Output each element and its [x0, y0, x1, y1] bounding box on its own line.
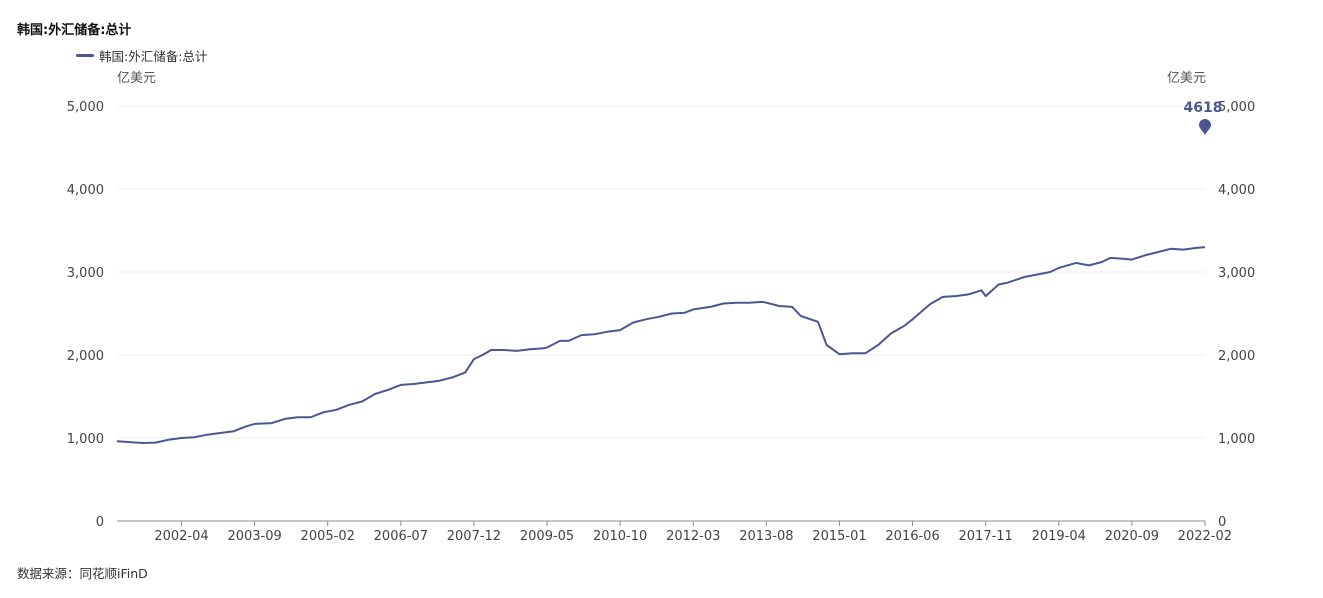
y-tick-label-right: 5,000: [1218, 100, 1255, 115]
y-tick-label-right: 3,000: [1218, 266, 1255, 281]
y-tick-label-left: 1,000: [67, 432, 104, 447]
x-tick-label: 2016-06: [885, 529, 939, 544]
series-line: [116, 246, 1206, 444]
x-tick-label: 2007-12: [447, 529, 501, 544]
annotation-label: 4618: [1184, 100, 1223, 116]
x-tick-label: 2017-11: [959, 529, 1013, 544]
x-tick-label: 2002-04: [154, 529, 208, 544]
data-source: 数据来源：同花顺iFinD: [17, 566, 148, 581]
chart-title: 韩国:外汇储备:总计: [17, 23, 132, 38]
y-unit-left: 亿美元: [117, 71, 156, 86]
x-tick-label: 2010-10: [593, 529, 647, 544]
y-tick-label-right: 0: [1218, 515, 1226, 530]
y-tick-label-right: 2,000: [1218, 349, 1255, 364]
x-tick-label: 2015-01: [812, 529, 866, 544]
y-tick-label-left: 2,000: [67, 349, 104, 364]
x-tick-label: 2019-04: [1032, 529, 1086, 544]
x-tick-label: 2020-09: [1105, 529, 1159, 544]
y-tick-label-right: 1,000: [1218, 432, 1255, 447]
annotation-pin: [1199, 119, 1211, 135]
x-tick-label: 2003-09: [227, 529, 281, 544]
legend-label: 韩国:外汇储备:总计: [99, 49, 208, 64]
y-unit-right: 亿美元: [1167, 71, 1206, 86]
x-tick-label: 2009-05: [520, 529, 574, 544]
legend-swatch: [76, 54, 94, 57]
legend[interactable]: 韩国:外汇储备:总计: [76, 46, 207, 65]
y-tick-label-left: 0: [96, 515, 104, 530]
x-tick-label: 2013-08: [739, 529, 793, 544]
x-tick-label: 2022-02: [1178, 529, 1232, 544]
x-tick-label: 2012-03: [666, 529, 720, 544]
y-tick-label-left: 5,000: [67, 100, 104, 115]
x-tick-label: 2005-02: [301, 529, 355, 544]
y-tick-label-left: 3,000: [67, 266, 104, 281]
y-tick-label-right: 4,000: [1218, 183, 1255, 198]
y-tick-label-left: 4,000: [67, 183, 104, 198]
x-tick-label: 2006-07: [374, 529, 428, 544]
